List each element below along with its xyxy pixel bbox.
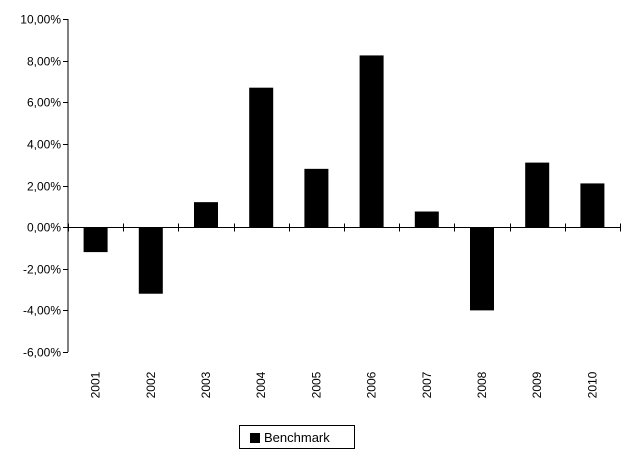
bar-2006: [359, 55, 384, 228]
x-tick-label: 2005: [309, 371, 323, 398]
y-tick-label: -2,00%: [23, 263, 61, 277]
x-tick-label: 2006: [365, 371, 379, 398]
bar-2003: [194, 202, 218, 228]
bar-2007: [414, 211, 439, 228]
x-tick-label: 2010: [585, 371, 599, 398]
bar-2010: [580, 183, 605, 228]
x-tick-label: 2002: [144, 371, 158, 398]
x-tick-label: 2007: [420, 371, 434, 398]
legend-swatch-benchmark: [250, 433, 260, 443]
legend: Benchmark: [239, 425, 355, 449]
x-tick-label: 2004: [254, 371, 268, 398]
y-tick-label: -4,00%: [23, 304, 61, 318]
y-tick-label: 10,00%: [20, 13, 61, 27]
y-tick-label: 4,00%: [27, 138, 61, 152]
y-tick-label: -6,00%: [23, 346, 61, 360]
bar-2005: [304, 168, 329, 228]
bar-2009: [525, 162, 550, 228]
x-tick-label: 2009: [530, 371, 544, 398]
x-tick-label: 2001: [89, 371, 103, 398]
y-tick-label: 0,00%: [27, 221, 61, 235]
y-tick-label: 6,00%: [27, 96, 61, 110]
legend-label-benchmark: Benchmark: [264, 430, 330, 445]
bar-2008: [470, 227, 494, 311]
bar-2001: [83, 227, 108, 253]
bars: [83, 55, 605, 311]
y-tick-label: 2,00%: [27, 180, 61, 194]
y-axis: -6,00% -4,00% -2,00% 0,00% 2,00% 4,00% 6,00% 8,…: [20, 13, 69, 360]
bar-2004: [249, 87, 274, 228]
y-tick-label: 8,00%: [27, 55, 61, 69]
bar-2002: [138, 227, 163, 294]
x-tick-label: 2003: [199, 371, 213, 398]
x-tick-label: 2008: [475, 371, 489, 398]
